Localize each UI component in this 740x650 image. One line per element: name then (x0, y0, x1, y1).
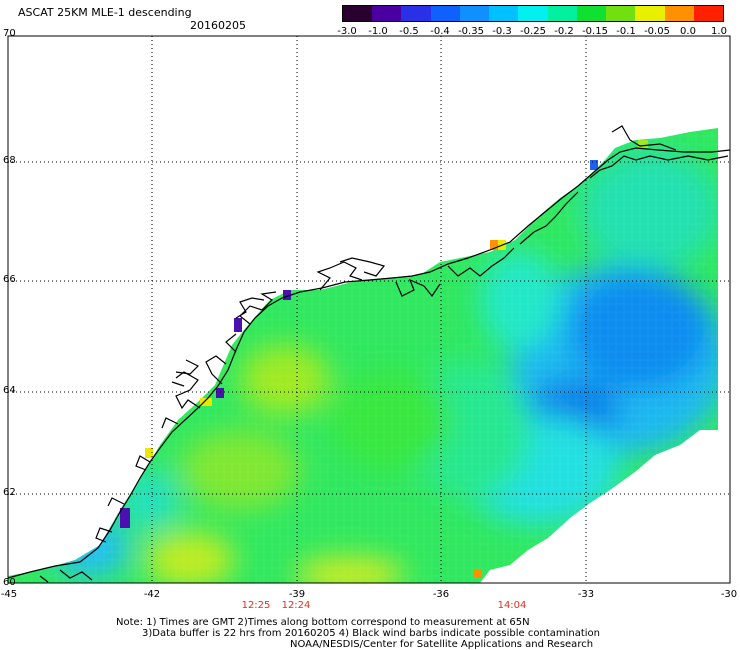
colorbar-segment-4 (459, 6, 490, 21)
colorbar-segment-5 (489, 6, 519, 21)
colorbar-label: 1.0 (711, 26, 727, 37)
colorbar-label: -0.35 (458, 26, 484, 37)
colorbar-segment-0 (343, 6, 373, 21)
colorbar-segment-7 (547, 6, 577, 21)
lon-label-45: -45 (0, 589, 18, 600)
colorbar-label: -0.2 (554, 26, 574, 37)
note-line-2: 3)Data buffer is 22 hrs from 20160205 4)… (142, 628, 600, 639)
swath-data (8, 128, 718, 583)
lat-label-62: 62 (3, 487, 16, 498)
colorbar-label: -0.25 (520, 26, 546, 37)
colorbar-label: -0.1 (616, 26, 636, 37)
map-date: 20160205 (190, 19, 246, 32)
colorbar (342, 5, 724, 22)
lon-label-36: -36 (432, 589, 450, 600)
colorbar-label: -0.15 (582, 26, 608, 37)
time-label-1: 12:25 (241, 600, 271, 611)
lon-label-42: -42 (143, 589, 161, 600)
lon-label-33: -33 (577, 589, 595, 600)
colorbar-label: -0.3 (492, 26, 512, 37)
time-label-2: 12:24 (281, 600, 311, 611)
coastline (7, 125, 731, 583)
colorbar-label: -1.0 (368, 26, 388, 37)
colorbar-label: -0.05 (644, 26, 670, 37)
colorbar-segment-11 (664, 6, 694, 21)
colorbar-label: 0.0 (680, 26, 696, 37)
note-line-3: NOAA/NESDIS/Center for Satellite Applica… (290, 639, 594, 650)
lat-label-60: 60 (3, 577, 16, 588)
colorbar-segment-3 (430, 6, 460, 21)
coastal-pixels (120, 140, 648, 578)
colorbar-segment-9 (606, 6, 636, 21)
lat-label-68: 68 (3, 155, 16, 166)
colorbar-label: -0.4 (430, 26, 450, 37)
colorbar-segment-6 (518, 6, 548, 21)
colorbar-label: -3.0 (337, 26, 357, 37)
lat-label-66: 66 (3, 274, 16, 285)
note-line-1: Note: 1) Times are GMT 2)Times along bot… (116, 617, 530, 628)
colorbar-label: -0.5 (399, 26, 419, 37)
colorbar-segment-8 (576, 6, 607, 21)
map-title: ASCAT 25KM MLE-1 descending (18, 6, 192, 19)
colorbar-segment-1 (372, 6, 402, 21)
lat-label-70: 70 (3, 28, 16, 39)
time-label-3: 14:04 (497, 600, 527, 611)
graticule (8, 36, 730, 583)
colorbar-segment-10 (635, 6, 665, 21)
lat-label-64: 64 (3, 385, 16, 396)
lon-label-30: -30 (720, 589, 738, 600)
colorbar-segment-12 (693, 6, 724, 21)
colorbar-segment-2 (401, 6, 431, 21)
lon-label-39: -39 (288, 589, 306, 600)
